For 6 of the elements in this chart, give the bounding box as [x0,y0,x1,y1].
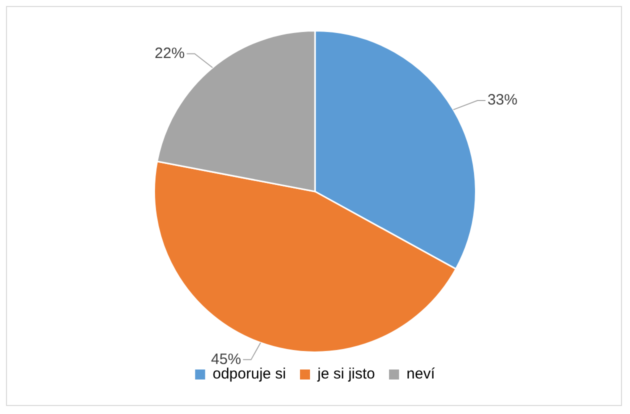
legend-label: neví [406,366,436,383]
data-label: 22% [154,44,185,62]
data-label: 33% [487,92,518,109]
data-label: 45% [211,350,242,368]
legend-label: odporuje si [212,366,286,383]
legend-label: je si jisto [316,366,376,383]
